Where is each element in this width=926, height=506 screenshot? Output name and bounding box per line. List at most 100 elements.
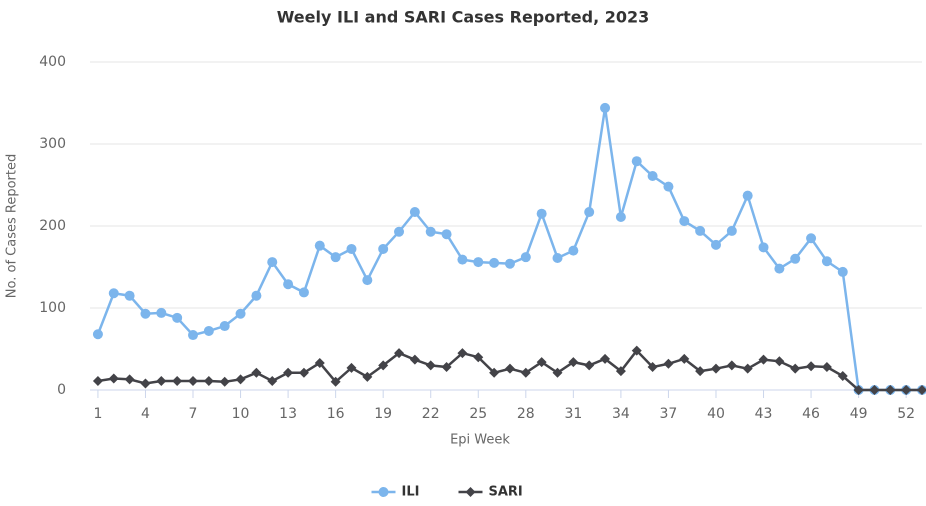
- point: [790, 363, 801, 374]
- point: [806, 233, 817, 244]
- point: [394, 348, 405, 359]
- y-tick-label: 100: [39, 300, 66, 316]
- x-tick-label: 1: [93, 406, 102, 422]
- point: [504, 363, 515, 374]
- x-tick-label: 13: [279, 406, 297, 422]
- y-tick-label: 200: [39, 218, 66, 234]
- point: [568, 245, 579, 256]
- point: [473, 257, 484, 268]
- point: [346, 243, 357, 254]
- x-tick-label: 46: [802, 406, 820, 422]
- point: [235, 308, 246, 319]
- point: [425, 226, 436, 237]
- point: [140, 378, 151, 389]
- point: [188, 330, 199, 341]
- x-tick-label: 22: [422, 406, 440, 422]
- point: [203, 375, 214, 386]
- x-tick-label: 43: [755, 406, 773, 422]
- point: [837, 371, 848, 382]
- point: [552, 367, 563, 378]
- point: [409, 207, 420, 218]
- point: [520, 252, 531, 263]
- point: [774, 263, 785, 274]
- point: [615, 366, 626, 377]
- point: [473, 352, 484, 363]
- point: [695, 225, 706, 236]
- point: [441, 362, 452, 373]
- point: [108, 288, 119, 299]
- point: [806, 361, 817, 372]
- point: [346, 362, 357, 373]
- point: [615, 211, 626, 222]
- point: [552, 252, 563, 263]
- point: [283, 279, 294, 290]
- point: [330, 376, 341, 387]
- point: [457, 254, 468, 265]
- point: [172, 312, 183, 323]
- point: [378, 243, 389, 254]
- point: [536, 357, 547, 368]
- legend-marker: [465, 487, 476, 497]
- point: [726, 360, 737, 371]
- x-tick-label: 10: [232, 406, 250, 422]
- point: [663, 181, 674, 192]
- point: [314, 357, 325, 368]
- point: [774, 356, 785, 367]
- point: [409, 354, 420, 365]
- y-tick-label: 300: [39, 136, 66, 152]
- point: [821, 256, 832, 267]
- point: [298, 287, 309, 298]
- point: [457, 348, 468, 359]
- point: [219, 376, 230, 387]
- chart-title: Weely ILI and SARI Cases Reported, 2023: [277, 8, 650, 27]
- point: [710, 239, 721, 250]
- x-tick-label: 49: [850, 406, 868, 422]
- x-tick-label: 37: [660, 406, 678, 422]
- point: [568, 357, 579, 368]
- point: [425, 360, 436, 371]
- point: [917, 385, 926, 395]
- point: [885, 385, 896, 395]
- point: [156, 375, 167, 386]
- legend-label: ILI: [402, 485, 420, 500]
- point: [124, 290, 135, 301]
- x-tick-label: 52: [897, 406, 915, 422]
- point: [520, 367, 531, 378]
- point: [821, 362, 832, 373]
- point: [251, 290, 262, 301]
- y-tick-label: 400: [39, 54, 66, 70]
- point: [378, 360, 389, 371]
- y-tick-label: 0: [57, 382, 66, 398]
- point: [631, 156, 642, 167]
- point: [219, 321, 230, 332]
- point: [188, 375, 199, 386]
- point: [742, 190, 753, 201]
- point: [663, 358, 674, 369]
- point: [267, 257, 278, 268]
- point: [631, 345, 642, 356]
- point: [489, 257, 500, 268]
- legend: ILI SARI: [371, 485, 523, 500]
- point: [235, 374, 246, 385]
- point: [869, 385, 880, 395]
- point: [695, 366, 706, 377]
- point: [314, 240, 325, 251]
- point: [92, 329, 103, 340]
- point: [600, 353, 611, 364]
- x-tick-label: 4: [141, 406, 150, 422]
- point: [251, 367, 262, 378]
- x-tick-label: 25: [469, 406, 487, 422]
- x-tick-label: 40: [707, 406, 725, 422]
- point: [790, 253, 801, 264]
- x-axis-label: Epi Week: [450, 433, 510, 448]
- point: [489, 367, 500, 378]
- point: [267, 375, 278, 386]
- x-tick-label: 28: [517, 406, 535, 422]
- point: [156, 307, 167, 318]
- point: [504, 258, 515, 269]
- legend-label: SARI: [489, 485, 523, 500]
- point: [536, 208, 547, 219]
- point: [330, 252, 341, 263]
- x-tick-label: 34: [612, 406, 630, 422]
